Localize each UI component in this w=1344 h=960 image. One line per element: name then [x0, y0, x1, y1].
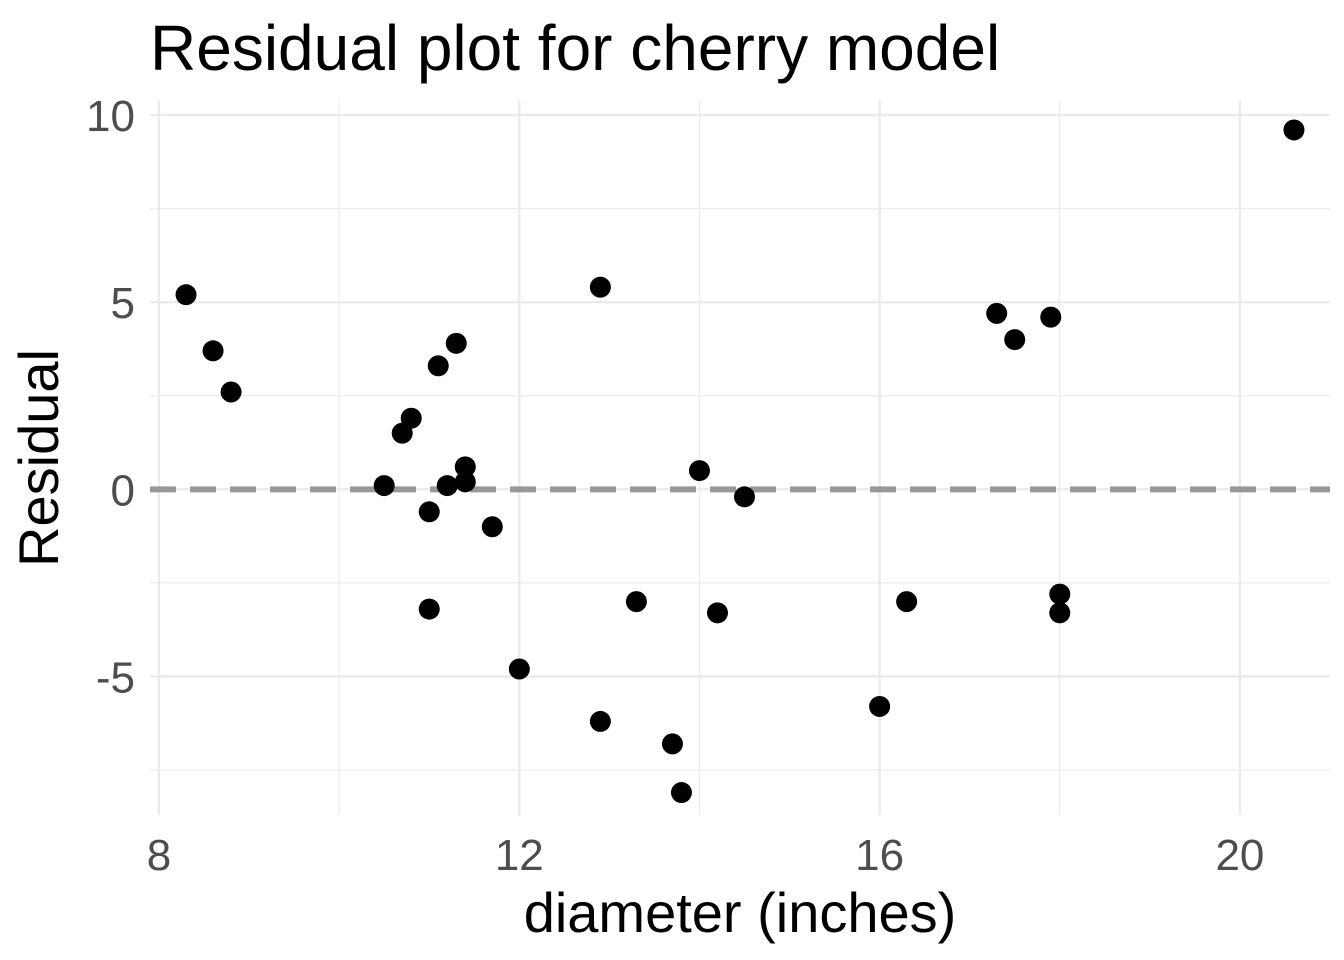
x-tick-labels: 8 12 16 20	[147, 831, 1265, 880]
data-point	[589, 710, 611, 732]
data-point	[418, 598, 440, 620]
data-point	[436, 475, 458, 497]
data-point	[734, 486, 756, 508]
y-tick-labels: -5 0 5 10	[86, 92, 135, 703]
data-point	[400, 407, 422, 429]
data-point	[1004, 329, 1026, 351]
data-point	[688, 460, 710, 482]
chart-title: Residual plot for cherry model	[150, 12, 1000, 84]
data-point	[670, 782, 692, 804]
data-point	[418, 501, 440, 523]
data-point	[454, 456, 476, 478]
data-point	[220, 381, 242, 403]
y-tick-label: 0	[111, 466, 135, 515]
points-layer	[175, 119, 1305, 804]
data-point	[454, 471, 476, 493]
y-tick-label: 5	[111, 279, 135, 328]
data-point	[1283, 119, 1305, 141]
data-point	[986, 302, 1008, 324]
data-point	[896, 591, 918, 613]
data-point	[508, 658, 530, 680]
data-point	[1049, 602, 1071, 624]
x-axis-title: diameter (inches)	[524, 881, 957, 944]
x-tick-label: 16	[855, 831, 904, 880]
data-point	[373, 475, 395, 497]
data-point	[1040, 306, 1062, 328]
data-point	[589, 276, 611, 298]
data-point	[661, 733, 683, 755]
x-tick-label: 12	[495, 831, 544, 880]
y-tick-label: 10	[86, 92, 135, 141]
data-point	[427, 355, 449, 377]
data-point	[1049, 583, 1071, 605]
y-tick-label: -5	[96, 653, 135, 702]
data-point	[202, 340, 224, 362]
x-tick-label: 8	[147, 831, 171, 880]
data-point	[481, 516, 503, 538]
y-axis-title: Residual	[7, 349, 70, 567]
data-point	[175, 284, 197, 306]
grid-layer	[150, 100, 1330, 815]
x-tick-label: 20	[1215, 831, 1264, 880]
data-point	[869, 695, 891, 717]
data-point	[445, 332, 467, 354]
data-point	[706, 602, 728, 624]
data-point	[625, 591, 647, 613]
